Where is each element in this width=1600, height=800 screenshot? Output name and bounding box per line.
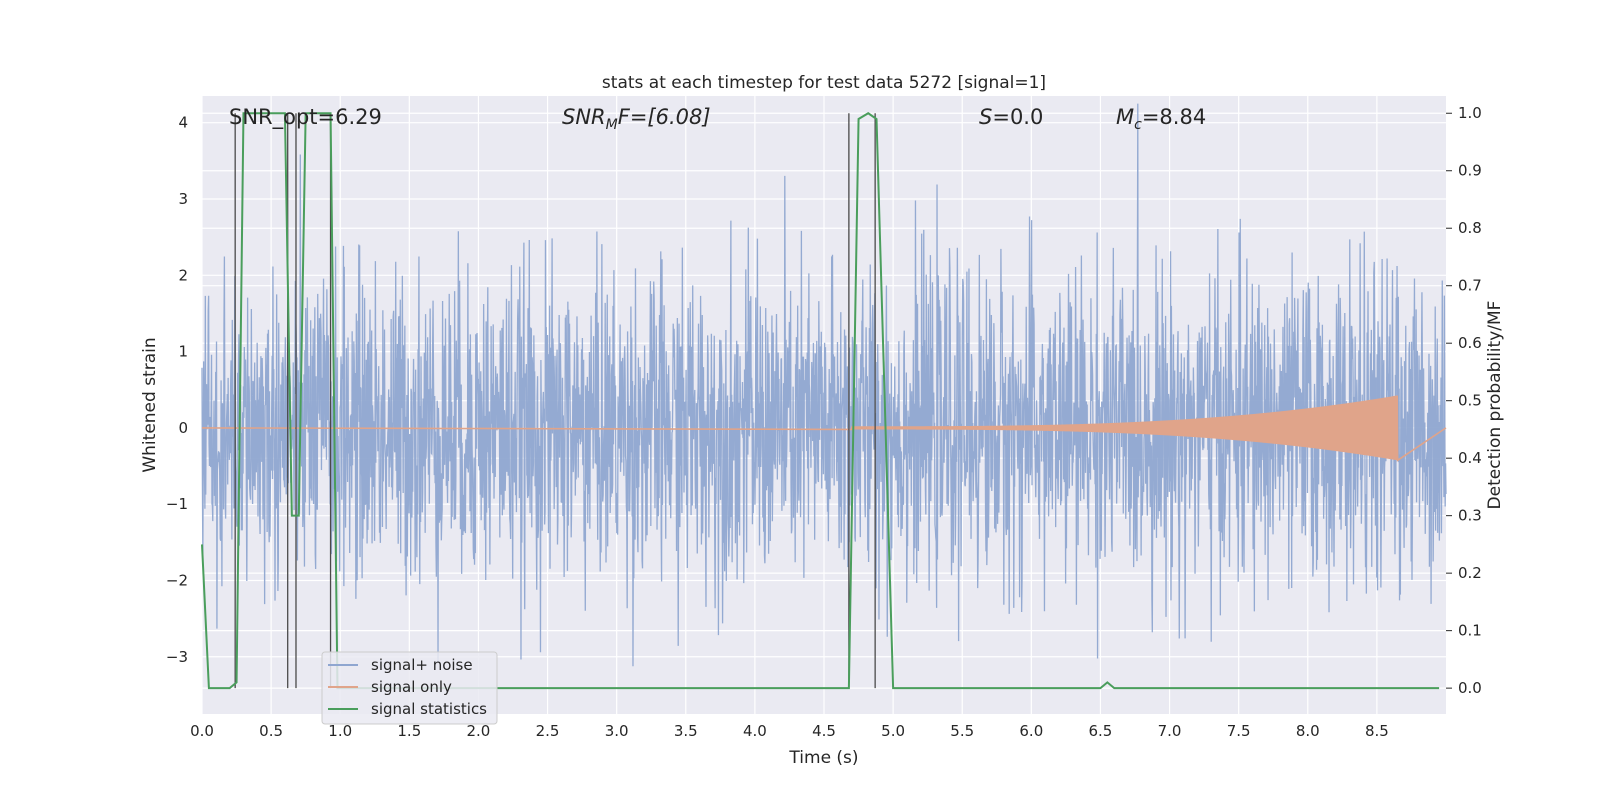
- y-tick-label: −1: [166, 495, 188, 513]
- annotation-mc: Mc=8.84: [1116, 105, 1206, 133]
- x-tick-labels: 0.0 0.5 1.0 1.5 2.0 2.5 3.0 3.5 4.0 4.5 5.0 5.5 6.0 6…: [190, 722, 1389, 740]
- y-tick-label: 3: [178, 190, 188, 208]
- y-tick-label: 4: [178, 114, 188, 132]
- y2-tick-label: 0.0: [1458, 679, 1482, 697]
- x-tick-label: 3.5: [674, 722, 698, 740]
- series-signal-only: [201, 395, 1447, 462]
- x-tick-label: 5.0: [881, 722, 905, 740]
- y-axis-label: Whitened strain: [140, 337, 160, 472]
- annotation-s: S=0.0: [979, 105, 1043, 129]
- x-tick-label: 0.5: [259, 722, 283, 740]
- y-tick-label: −3: [166, 648, 188, 666]
- signal-noise-line: [201, 103, 1447, 667]
- y2-tick-label: 0.5: [1458, 392, 1482, 410]
- y2-tick-label: 0.1: [1458, 622, 1482, 640]
- x-tick-label: 6.0: [1019, 722, 1043, 740]
- signal-statistics-line: [201, 112, 1440, 690]
- x-tick-label: 0.0: [190, 722, 214, 740]
- x-tick-label: 6.5: [1089, 722, 1113, 740]
- y-tick-label: −2: [166, 571, 188, 589]
- legend-box: [321, 651, 498, 725]
- y2-tick-label: 0.4: [1458, 449, 1482, 467]
- x-tick-label: 3.0: [605, 722, 629, 740]
- y2-tick-label: 1.0: [1458, 104, 1482, 122]
- x-tick-label: 7.0: [1158, 722, 1182, 740]
- y2-axis-label: Detection probability/MF: [1485, 301, 1505, 510]
- vertical-markers: [234, 113, 876, 689]
- signal-only-line: [201, 395, 1447, 462]
- x-tick-label: 1.5: [397, 722, 421, 740]
- y-tick-label: 2: [178, 266, 188, 284]
- y2-tick-label: 0.2: [1458, 564, 1482, 582]
- x-tick-label: 5.5: [950, 722, 974, 740]
- legend-label-stats: signal statistics: [371, 700, 487, 718]
- chart-title: stats at each timestep for test data 527…: [602, 73, 1046, 93]
- y-tick-label: 1: [178, 343, 188, 361]
- y-tick-labels: 4 3 2 1 0 −1 −2 −3: [166, 114, 188, 666]
- x-tick-label: 4.0: [743, 722, 767, 740]
- annotation-snr-mf: SNRMF=[6.08]: [562, 105, 711, 133]
- series-signal-noise: [201, 103, 1447, 667]
- x-axis-label: Time (s): [788, 748, 858, 768]
- x-tick-label: 7.5: [1227, 722, 1251, 740]
- y2-tick-label: 0.8: [1458, 219, 1482, 237]
- x-tick-label: 4.5: [812, 722, 836, 740]
- y2-tick-label: 0.6: [1458, 334, 1482, 352]
- x-tick-label: 1.0: [328, 722, 352, 740]
- series-signal-statistics: [201, 112, 1440, 690]
- legend: signal+ noise signal only signal statist…: [321, 651, 498, 725]
- y2-tick-labels: 1.0 0.9 0.8 0.7 0.6 0.5 0.4 0.3 0.2 0.1 0.0: [1446, 104, 1482, 697]
- y2-tick-label: 0.9: [1458, 162, 1482, 180]
- legend-label-noise: signal+ noise: [371, 656, 473, 674]
- y-tick-label: 0: [178, 419, 188, 437]
- legend-label-signal: signal only: [371, 678, 452, 696]
- x-tick-label: 8.5: [1365, 722, 1389, 740]
- y2-tick-label: 0.3: [1458, 507, 1482, 525]
- annotation-snr-opt: SNR_opt=6.29: [229, 105, 382, 130]
- y2-tick-label: 0.7: [1458, 277, 1482, 295]
- x-tick-label: 8.0: [1296, 722, 1320, 740]
- x-tick-label: 2.0: [467, 722, 491, 740]
- x-tick-label: 2.5: [536, 722, 560, 740]
